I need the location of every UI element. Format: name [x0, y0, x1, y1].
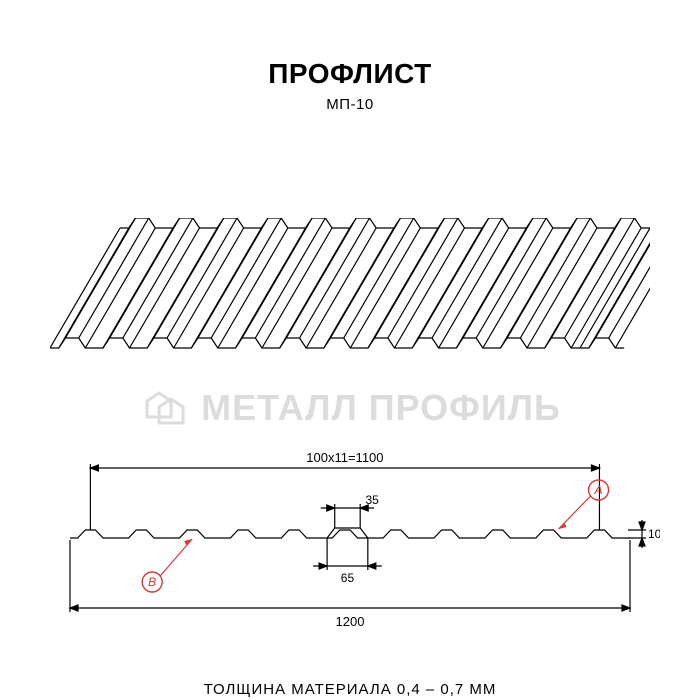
isometric-view: [50, 218, 650, 383]
svg-text:10: 10: [648, 527, 660, 541]
watermark-text: МЕТАЛЛ ПРОФИЛЬ: [201, 387, 561, 429]
svg-text:100x11=1100: 100x11=1100: [306, 450, 383, 465]
section-svg: 100x11=1100 35 65 1200 10 A B: [60, 448, 660, 648]
thickness-label: ТОЛЩИНА МАТЕРИАЛА 0,4 – 0,7 ММ: [0, 681, 700, 698]
svg-text:35: 35: [365, 493, 379, 507]
svg-text:B: B: [148, 575, 156, 589]
watermark: МЕТАЛЛ ПРОФИЛЬ: [139, 383, 561, 433]
svg-text:1200: 1200: [336, 614, 365, 629]
page-title: ПРОФЛИСТ: [0, 58, 700, 90]
isometric-svg: [50, 218, 650, 378]
svg-text:A: A: [594, 483, 603, 497]
svg-text:65: 65: [341, 571, 355, 585]
page-subtitle: МП-10: [0, 96, 700, 113]
section-view: 100x11=1100 35 65 1200 10 A B: [60, 448, 660, 653]
watermark-icon: [139, 383, 189, 433]
